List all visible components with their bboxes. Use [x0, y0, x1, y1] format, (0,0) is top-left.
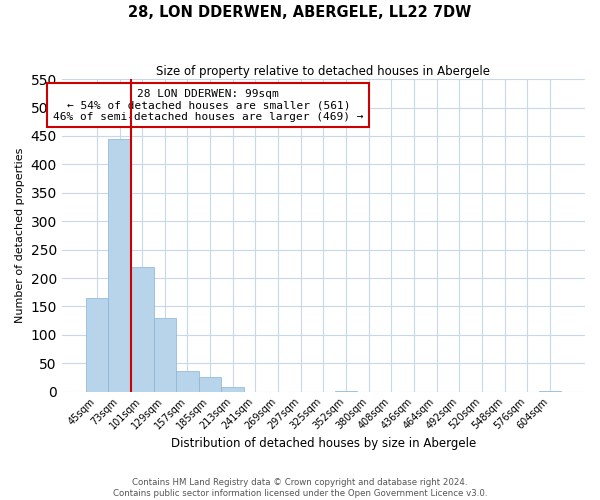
Title: Size of property relative to detached houses in Abergele: Size of property relative to detached ho…	[157, 65, 490, 78]
Bar	[86, 298, 108, 392]
Text: Contains HM Land Registry data © Crown copyright and database right 2024.
Contai: Contains HM Land Registry data © Crown c…	[113, 478, 487, 498]
Bar	[108, 139, 131, 392]
Bar	[154, 318, 176, 392]
Y-axis label: Number of detached properties: Number of detached properties	[15, 148, 25, 323]
Text: 28, LON DDERWEN, ABERGELE, LL22 7DW: 28, LON DDERWEN, ABERGELE, LL22 7DW	[128, 5, 472, 20]
Bar	[131, 266, 154, 392]
Text: 28 LON DDERWEN: 99sqm
← 54% of detached houses are smaller (561)
46% of semi-det: 28 LON DDERWEN: 99sqm ← 54% of detached …	[53, 88, 364, 122]
X-axis label: Distribution of detached houses by size in Abergele: Distribution of detached houses by size …	[171, 437, 476, 450]
Bar	[539, 390, 561, 392]
Bar	[176, 370, 199, 392]
Bar	[221, 387, 244, 392]
Bar	[199, 377, 221, 392]
Bar	[335, 390, 358, 392]
